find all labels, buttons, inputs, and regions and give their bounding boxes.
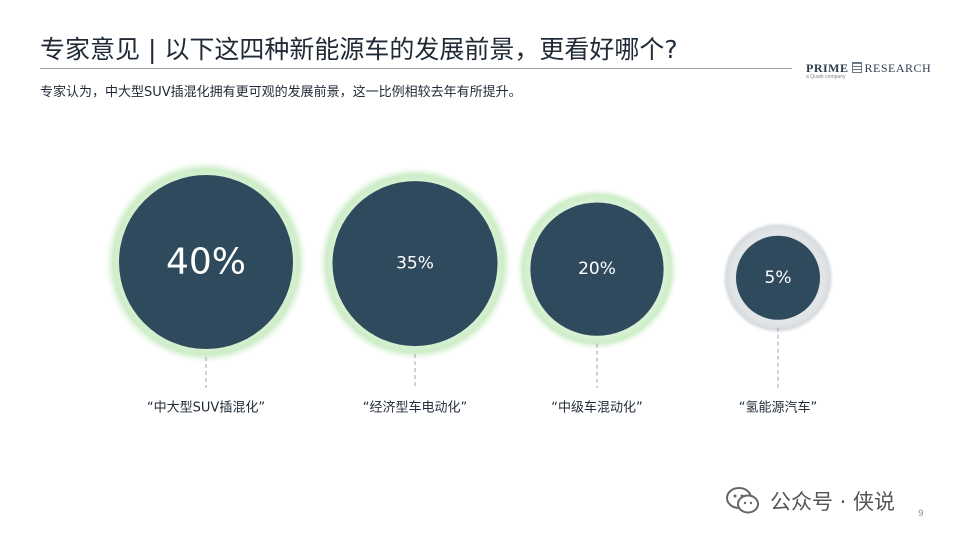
- bubble-value-label: 20%: [578, 259, 616, 279]
- prime-research-logo: PRIME RESEARCH a Quark company: [806, 59, 931, 81]
- bubble-value-label: 40%: [166, 242, 246, 283]
- page-subtitle: 专家认为，中大型SUV插混化拥有更可观的发展前景，这一比例相较去年有所提升。: [40, 85, 522, 100]
- bubble-3: [530, 202, 664, 336]
- category-label: “中大型SUV插混化”: [147, 401, 265, 416]
- bubble-4: [736, 235, 820, 320]
- category-label: “中级车混动化”: [551, 400, 642, 416]
- logo-text-research: RESEARCH: [864, 61, 932, 75]
- page-title: 专家意见 | 以下这四种新能源车的发展前景，更看好哪个?: [40, 35, 678, 64]
- wechat-watermark: 公众号 · 侠说: [726, 484, 895, 518]
- bubble-value-label: 5%: [765, 268, 792, 288]
- wechat-icon: [726, 486, 760, 516]
- bubble-2: [332, 181, 498, 347]
- category-label: “氢能源汽车”: [739, 400, 817, 416]
- logo-tagline: a Quark company: [806, 74, 846, 80]
- category-label: “经济型车电动化”: [363, 400, 467, 416]
- watermark-text: 公众号 · 侠说: [770, 490, 896, 514]
- bubble-value-label: 35%: [396, 254, 434, 274]
- logo-mark-icon: [851, 62, 862, 73]
- title-divider: [40, 68, 792, 69]
- logo-text-prime: PRIME: [806, 61, 849, 75]
- bubble-1: [119, 175, 293, 349]
- page-number: 9: [918, 509, 924, 519]
